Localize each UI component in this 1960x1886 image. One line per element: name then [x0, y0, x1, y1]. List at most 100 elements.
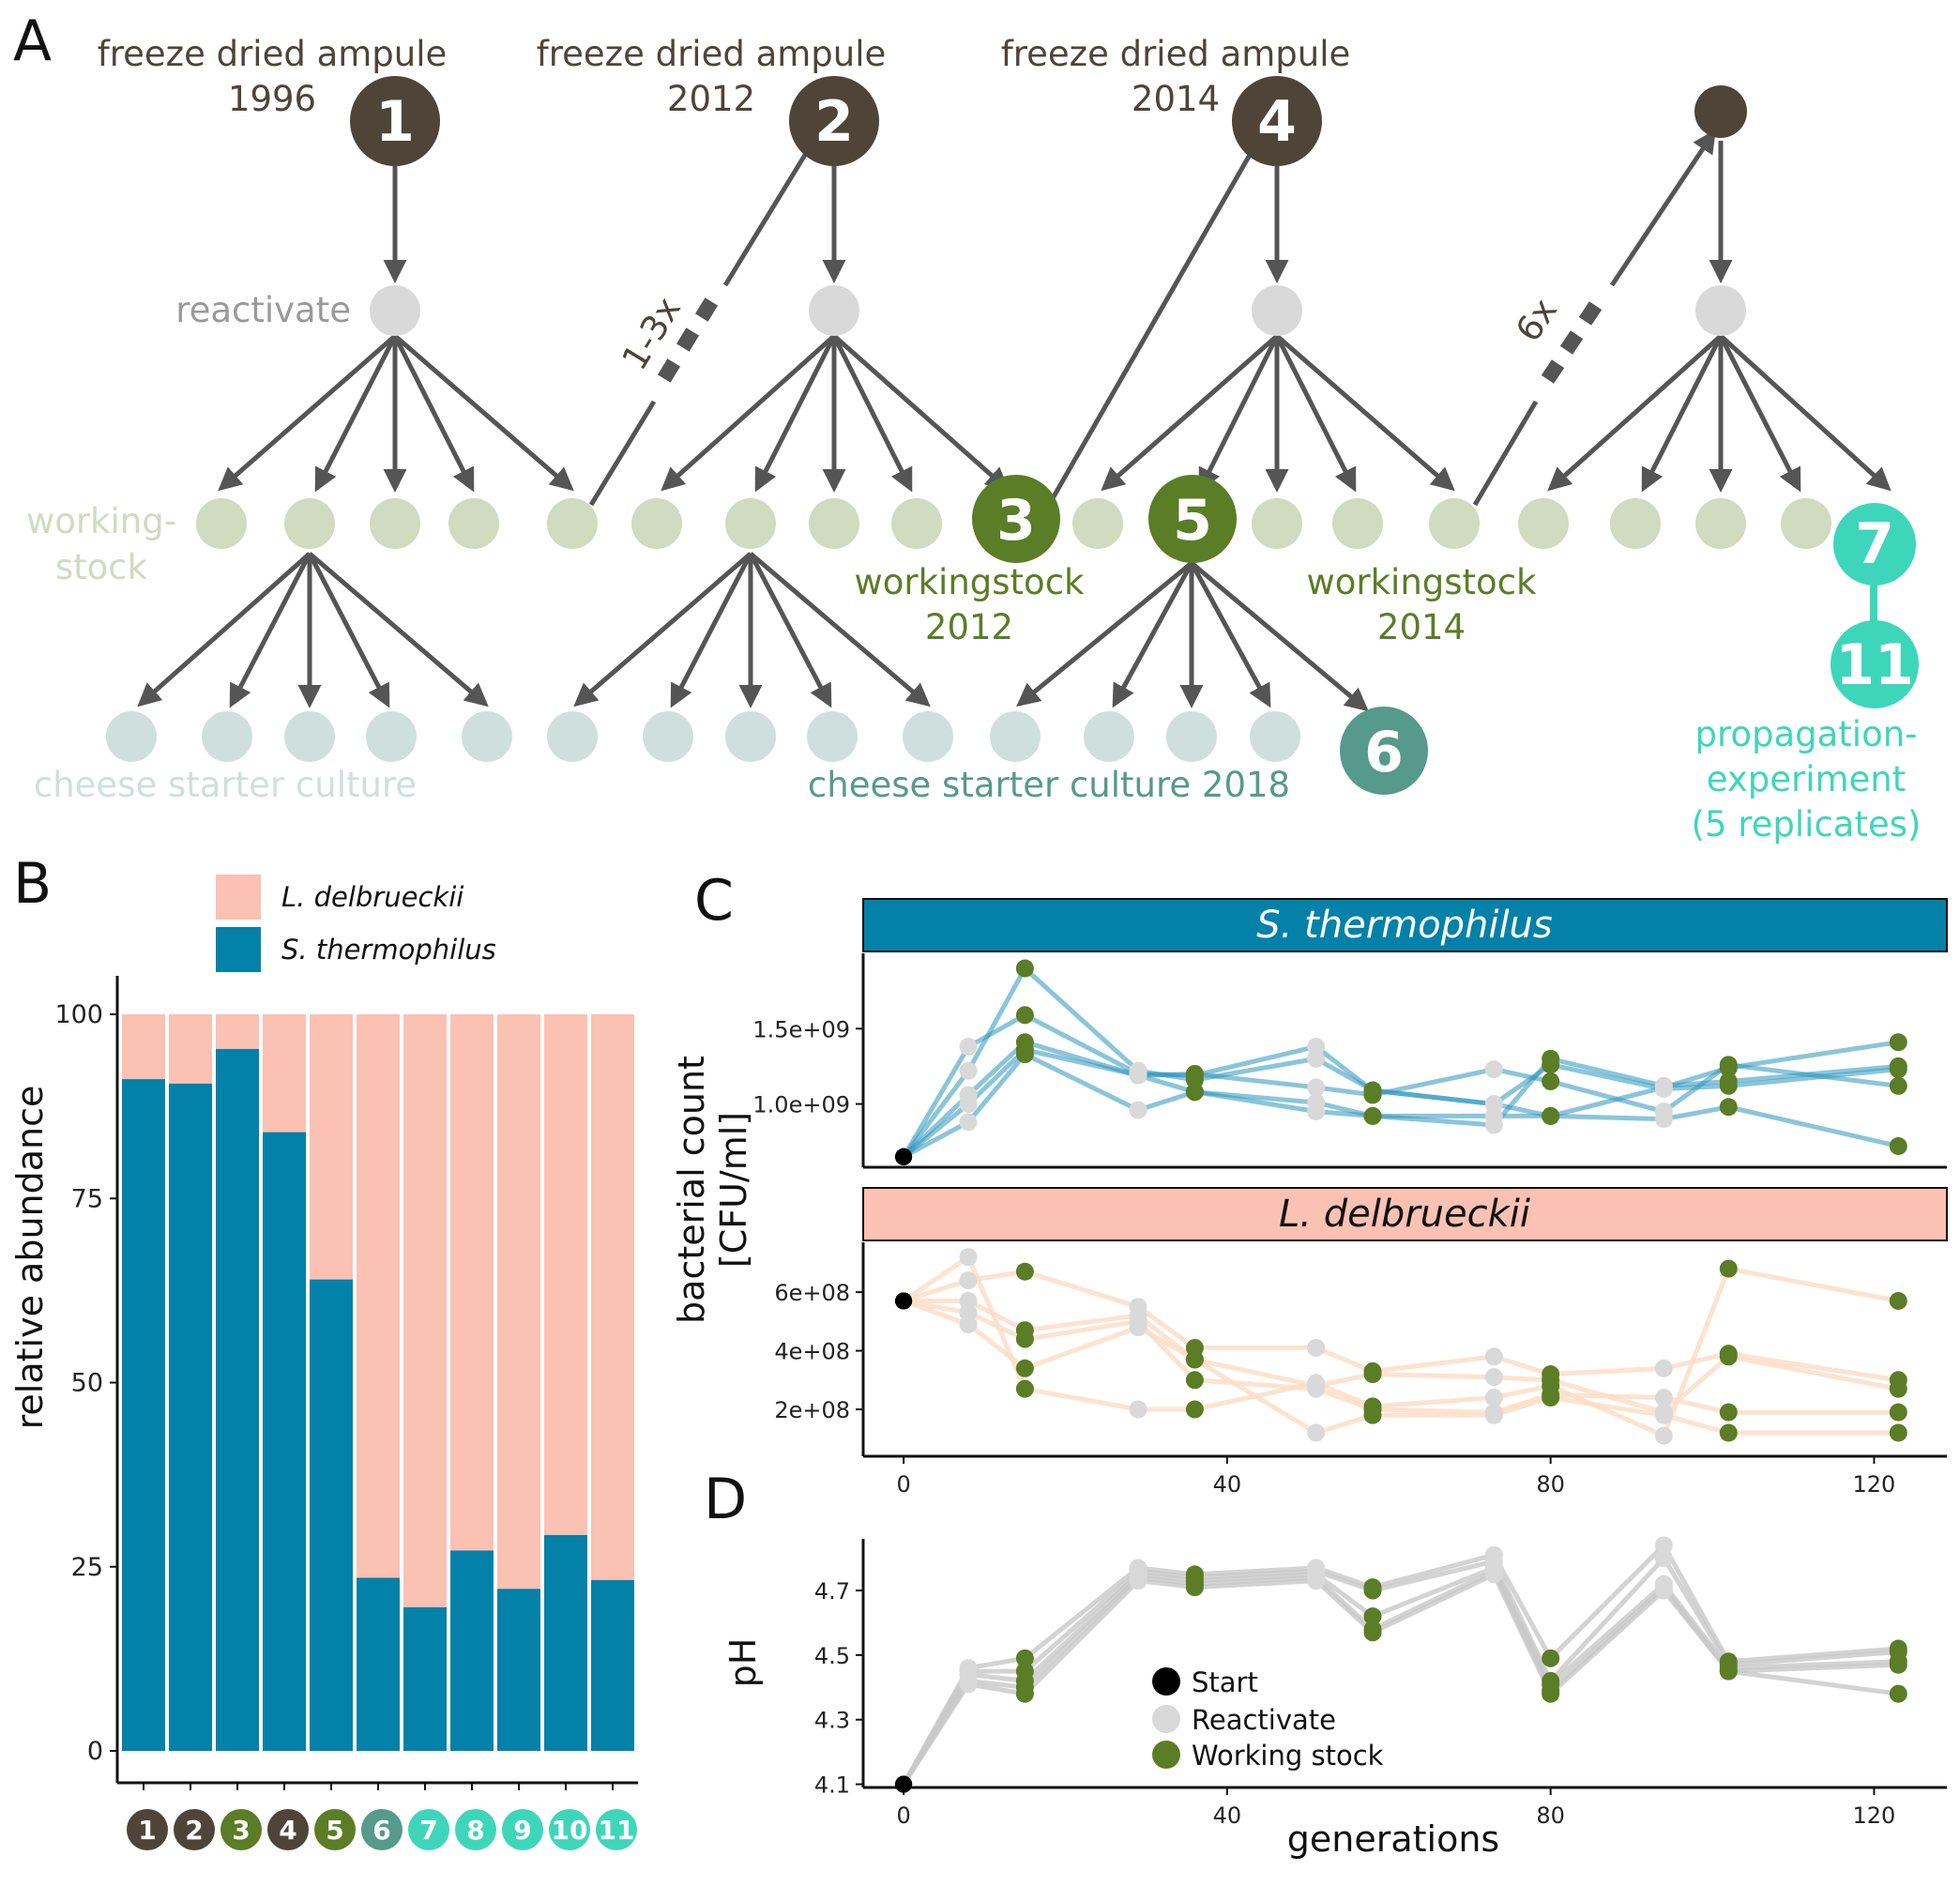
panel-c-bottom-point-reactivate	[1129, 1400, 1147, 1419]
legend-label-delbrueckii: L. delbrueckii	[281, 881, 463, 913]
panel-c-bottom-point-working	[1015, 1379, 1034, 1398]
panel-c-bottom-point-reactivate	[1484, 1368, 1503, 1387]
panel-c-bottom-point-reactivate	[959, 1315, 978, 1333]
sample-badge-label-6: 6	[372, 1815, 390, 1846]
panel-b-ylabel: relative abundance	[9, 1086, 51, 1430]
panel-c-top-point-working	[1363, 1086, 1382, 1104]
panel-d-xtick-label: 40	[1213, 1802, 1242, 1829]
ampule-4-label-line2: 2014	[1132, 79, 1220, 119]
panel-c-bottom-point-reactivate	[1129, 1318, 1147, 1337]
panel-d-point-reactivate	[959, 1675, 978, 1694]
sample-badge-7	[408, 1809, 449, 1850]
panel-c-top-point-reactivate	[959, 1038, 978, 1057]
panel-d-series-line-2	[901, 1556, 1899, 1786]
ampule-1-label-line2: 1996	[228, 79, 316, 119]
sample-badge-3	[220, 1809, 262, 1850]
bar-thermophilus-7	[403, 1606, 447, 1751]
bar-delbrueckii-11	[591, 1014, 634, 1580]
panel-b-axes: 0 25 50 75 100	[54, 976, 638, 1790]
panel-d-point-working	[1542, 1649, 1560, 1667]
panel-c-top-series-line-4	[902, 1047, 1899, 1159]
panel-c-bottom-point-working	[1719, 1347, 1738, 1366]
bar-thermophilus-1	[122, 1079, 165, 1751]
panel-c-top-ytick-label: 1.0e+09	[752, 1092, 850, 1118]
loop-dashes	[657, 297, 1603, 384]
workingstock-2014-node-label: 5	[1173, 488, 1212, 554]
panel-d-xlabel: generations	[1287, 1818, 1499, 1860]
workingstock-2014-label-line1: workingstock	[1307, 562, 1538, 602]
propagation-node-7-label: 7	[1855, 511, 1894, 577]
loop-label-2: 6x	[1508, 291, 1565, 349]
reactivate-label: reactivate	[175, 290, 351, 330]
panel-c-top-point-working	[1719, 1098, 1738, 1117]
ampule-node-4-label: 4	[1257, 89, 1297, 155]
panel-c-bottom-point-working	[1015, 1262, 1034, 1281]
panel-c-top-point-working	[1889, 1137, 1907, 1156]
workingstock-2012-node	[972, 475, 1060, 563]
panel-c-bottom-point-working	[1015, 1330, 1034, 1348]
panel-c-bottom-point-reactivate	[1307, 1338, 1326, 1357]
panel-c-top-point-reactivate	[1307, 1103, 1326, 1121]
ampule-2-label-line2: 2012	[667, 79, 755, 119]
ampule-1-label-line1: freeze dried ampule	[98, 34, 448, 74]
sample-badge-10	[549, 1809, 590, 1850]
reactivate-nodes	[370, 285, 1746, 336]
sample-badge-6	[361, 1809, 403, 1850]
panel-c-top-point-reactivate	[1484, 1060, 1503, 1079]
panel-c-top-point-working	[1185, 1064, 1204, 1083]
panel-d-xtick-label: 120	[1853, 1802, 1896, 1829]
panel-c-lines	[901, 966, 1899, 1438]
panel-c-top-point-reactivate	[1484, 1106, 1503, 1125]
panel-b-ytick-label: 100	[54, 1000, 103, 1029]
sample-badge-label-10: 10	[552, 1815, 588, 1846]
panel-c-top-series-line-5	[902, 1052, 1899, 1160]
sample-badge-1	[127, 1809, 168, 1850]
panel-b-ytick-label: 50	[71, 1369, 103, 1398]
panel-c-bottom-point-working	[1889, 1291, 1907, 1310]
panel-c-top-series-line-2	[902, 966, 1899, 1159]
panel-d-ytick-label: 4.1	[814, 1772, 850, 1799]
panel-c-top-point-working	[1889, 1033, 1907, 1052]
propagation-node-7	[1833, 503, 1916, 586]
panel-c-bottom-series-line-2	[903, 1269, 1899, 1383]
panel-d-point-reactivate	[1654, 1581, 1673, 1600]
ampule-4-label-line1: freeze dried ampule	[1001, 34, 1351, 74]
workingstock-2012-label-line1: workingstock	[855, 562, 1086, 602]
panel-c-top-point-working	[1719, 1056, 1738, 1074]
propagation-label-line2: experiment	[1707, 759, 1907, 799]
panel-d-point-reactivate	[1307, 1572, 1326, 1590]
panel-c-bottom-xtick-label: 40	[1213, 1471, 1242, 1498]
panel-c-bottom-point-reactivate	[1307, 1423, 1326, 1442]
working-stock-label-line1: working-	[26, 501, 176, 541]
ampule-node-2	[789, 76, 879, 166]
sample-badge-label-1: 1	[138, 1815, 156, 1846]
panel-c-top-point-working	[1889, 1076, 1907, 1095]
panel-c-bottom-xtick-label: 120	[1853, 1471, 1896, 1498]
panel-d-lines	[901, 1543, 1899, 1786]
panel-c-top-point-working	[1185, 1083, 1204, 1102]
bar-thermophilus-3	[216, 1048, 259, 1751]
legend-label-thermophilus: S. thermophilus	[281, 934, 496, 966]
sample-badge-label-8: 8	[466, 1815, 484, 1846]
panel-c-bottom-point-reactivate	[959, 1248, 978, 1267]
strip-delbrueckii	[862, 1187, 1948, 1241]
cheese-2018-node	[1340, 707, 1428, 795]
sample-badge-label-2: 2	[185, 1815, 203, 1846]
panel-c-bottom-point-working	[1719, 1259, 1738, 1278]
panel-d-ylabel: pH	[722, 1638, 764, 1688]
legend-label-working-stock: Working stock	[1192, 1740, 1384, 1772]
panel-c-bottom-xtick-label: 0	[896, 1471, 910, 1498]
panel-b: B L. delbrueckii S. thermophilus relativ…	[9, 851, 638, 1850]
legend-dot-working-stock	[1152, 1741, 1180, 1769]
sample-badge-4	[267, 1809, 309, 1850]
panel-d-ytick-label: 4.5	[814, 1643, 850, 1669]
panel-c-bottom-point-reactivate	[1654, 1426, 1673, 1445]
panel-c-bottom-point-working	[1719, 1423, 1738, 1442]
panel-d-point-working	[1363, 1581, 1382, 1600]
panel-d-point-working	[1185, 1578, 1204, 1597]
strip-thermophilus	[862, 898, 1948, 952]
ampule-node-1-label: 1	[375, 89, 415, 155]
legend-dot-start	[1152, 1667, 1180, 1696]
panel-c-top-point-start	[895, 1148, 913, 1165]
